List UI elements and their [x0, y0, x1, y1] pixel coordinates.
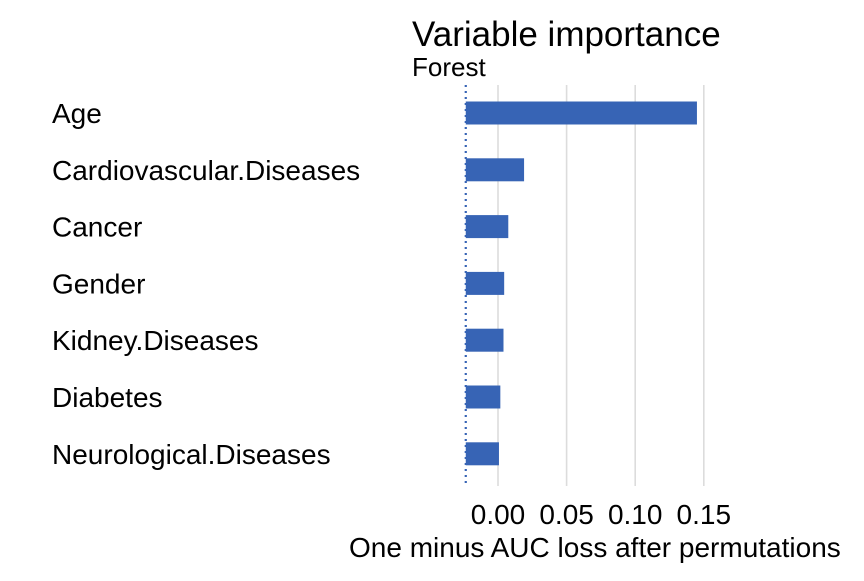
- x-tick-label: 0.10: [608, 499, 663, 530]
- grid-layer: [497, 85, 705, 486]
- bar: [465, 442, 499, 466]
- bar: [465, 101, 697, 125]
- chart-title: Variable importance: [412, 15, 721, 54]
- y-tick-label: Cardiovascular.Diseases: [52, 155, 360, 186]
- bar: [465, 328, 504, 352]
- y-tick-label: Gender: [52, 268, 145, 299]
- chart-subtitle: Forest: [412, 52, 486, 82]
- y-tick-label: Kidney.Diseases: [52, 325, 258, 356]
- label-layer: Age Cardiovascular.Diseases Cancer Gender Ki…: [52, 98, 731, 530]
- y-tick-label: Cancer: [52, 212, 142, 243]
- bar: [465, 158, 525, 182]
- y-tick-label: Age: [52, 98, 102, 129]
- bar: [465, 215, 509, 239]
- bar: [465, 385, 501, 409]
- y-tick-label: Diabetes: [52, 382, 163, 413]
- bar: [465, 271, 505, 295]
- y-tick-label: Neurological.Diseases: [52, 439, 331, 470]
- x-tick-label: 0.15: [677, 499, 732, 530]
- x-tick-label: 0.00: [471, 499, 526, 530]
- bar-layer: [465, 101, 697, 466]
- x-tick-label: 0.05: [539, 499, 594, 530]
- x-axis-label: One minus AUC loss after permutations: [349, 532, 841, 563]
